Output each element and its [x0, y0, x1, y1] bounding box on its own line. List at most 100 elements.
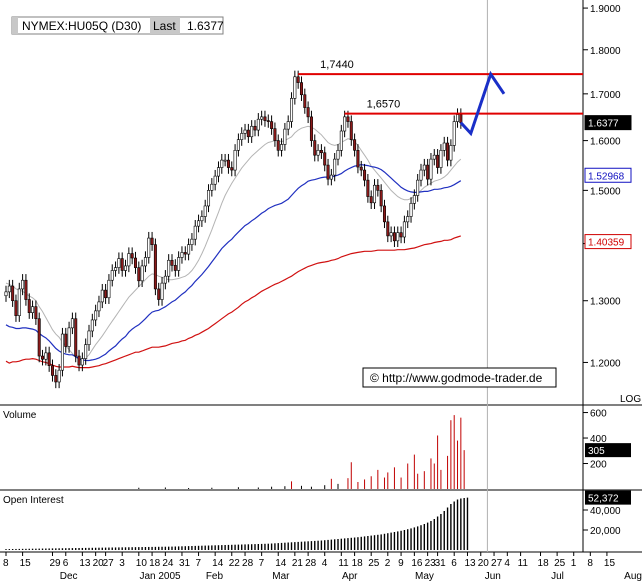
candle-body [130, 253, 134, 259]
candle-body [7, 285, 11, 293]
oi-tick-label: 40,000 [590, 506, 621, 517]
candle-body [21, 279, 25, 290]
candle-body [190, 238, 194, 245]
x-day-label: 24 [162, 558, 174, 569]
log-scale-label: LOG [620, 394, 641, 405]
candle-body [402, 221, 406, 238]
x-day-label: 13 [464, 558, 476, 569]
x-day-label: 9 [398, 558, 404, 569]
candle-body [187, 244, 191, 255]
x-day-label: 14 [212, 558, 224, 569]
candle-body [223, 159, 227, 162]
candle-body [366, 179, 370, 197]
candle-body [94, 310, 98, 321]
candle-body [230, 167, 234, 171]
x-day-label: 18 [149, 558, 161, 569]
candle-body [77, 355, 81, 366]
candle-body [356, 149, 360, 168]
candle-body [240, 133, 244, 140]
x-day-label: 15 [20, 558, 32, 569]
x-day-label: 8 [587, 558, 593, 569]
price-tick-label: 1.9000 [590, 4, 621, 15]
price-badge-label: 1.40359 [588, 238, 625, 249]
candle-body [353, 139, 357, 151]
candle-body [183, 252, 187, 255]
candle-body [406, 216, 410, 223]
candle-body [167, 259, 171, 277]
x-day-label: 25 [554, 558, 566, 569]
candle-body [41, 355, 45, 360]
oi-bars [5, 497, 469, 550]
watermark-text: © http://www.godmode-trader.de [370, 371, 543, 385]
candle-body [157, 288, 161, 300]
candle-body [446, 142, 450, 161]
candle-body [426, 164, 430, 180]
candle-body [349, 121, 353, 140]
candle-body [57, 369, 61, 383]
price-badge [584, 234, 632, 250]
candle-body [137, 267, 141, 282]
volume-badge-label: 305 [588, 446, 605, 457]
resistance-label: 1,6570 [367, 99, 401, 111]
candle-body [339, 130, 343, 151]
candle-body [379, 190, 383, 207]
x-day-label: 31 [179, 558, 191, 569]
oi-axis: 40,000 20,000 52,372 [583, 490, 631, 537]
candle-body [4, 291, 8, 297]
x-day-label: 3 [119, 558, 125, 569]
candle-body [316, 149, 320, 156]
candle-body [170, 259, 174, 266]
x-day-label: 31 [435, 558, 447, 569]
candle-body [17, 288, 21, 316]
volume-tick-label: 400 [590, 434, 607, 445]
candle-body [90, 319, 94, 332]
candle-body [399, 232, 403, 238]
candle-body [386, 221, 390, 237]
x-day-label: 10 [136, 558, 148, 569]
x-day-label: 7 [259, 558, 265, 569]
candle-body [120, 258, 124, 271]
watermark: © http://www.godmode-trader.de [362, 367, 557, 388]
candle-body [87, 330, 91, 345]
x-day-label: 11 [518, 558, 529, 569]
candle-body [309, 116, 313, 141]
candle-body [207, 190, 211, 207]
x-day-label: 15 [604, 558, 616, 569]
x-day-label: 8 [3, 558, 9, 569]
candle-body [97, 301, 101, 312]
x-month-label: Feb [206, 571, 224, 582]
candle-body [306, 107, 310, 118]
resistance-label: 1,7440 [320, 59, 354, 71]
candle-body [143, 257, 147, 267]
candle-body [412, 195, 416, 204]
candle-body [416, 179, 420, 196]
candle-body [376, 184, 380, 191]
candle-body [280, 144, 284, 151]
x-month-label: Jul [551, 571, 564, 582]
candle-body [392, 232, 396, 242]
volume-title: Volume [3, 410, 37, 421]
volume-bars [138, 415, 465, 489]
candle-body [24, 279, 28, 300]
x-day-label: 1 [571, 558, 577, 569]
projection-series [459, 70, 506, 137]
x-day-label: 18 [352, 558, 364, 569]
candle-body [80, 358, 84, 366]
candle-body [452, 121, 456, 146]
volume-axis: 600 400 200 305 [583, 409, 631, 471]
x-day-label: 18 [538, 558, 550, 569]
volume-tick-label: 200 [590, 460, 607, 471]
x-month-label: Mar [272, 571, 290, 582]
candle-body [456, 114, 460, 122]
candle-body [260, 116, 264, 120]
candle-body [44, 352, 48, 360]
candle-body [110, 270, 114, 281]
candle-body [323, 152, 327, 166]
price-tick-label: 1.5000 [590, 186, 621, 197]
x-day-label: 27 [103, 558, 115, 569]
x-day-label: 11 [338, 558, 349, 569]
header-box: NYMEX:HU05Q (D30) Last 1.6377 [11, 16, 224, 35]
candle-body [220, 159, 224, 168]
candle-body [296, 76, 300, 83]
